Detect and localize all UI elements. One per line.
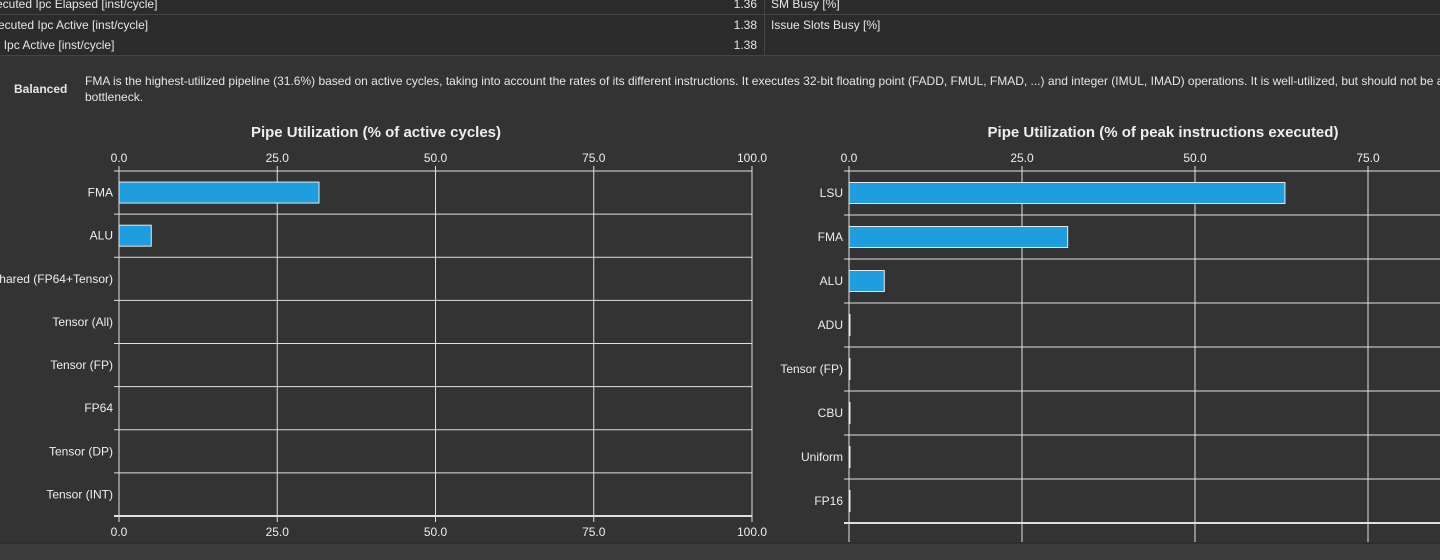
y-category-label: ALU	[820, 274, 843, 288]
x-tick-label: 0.0	[111, 151, 128, 165]
y-category-label: Uniform	[801, 450, 843, 464]
x-tick-label: 25.0	[266, 151, 290, 165]
bar-cbu	[848, 402, 851, 424]
x-tick-label: 0.0	[841, 151, 858, 165]
x-tick-label: 75.0	[1356, 151, 1380, 165]
bar-lsu	[848, 182, 1286, 204]
y-category-label: LSU	[820, 186, 843, 200]
table-row[interactable]: Executed Ipc Elapsed [inst/cycle] 1.36 S…	[0, 0, 1440, 15]
table-row[interactable]: Issued Ipc Active [inst/cycle] 1.38	[0, 35, 1440, 56]
bar-alu	[118, 224, 152, 247]
bar-uniform	[848, 446, 851, 468]
y-category-label: Tensor (All)	[52, 315, 113, 329]
x-tick-label: 50.0	[1183, 151, 1207, 165]
y-category-label: FMA	[88, 186, 113, 200]
x-tick-label-bottom: 100.0	[737, 525, 767, 539]
x-tick-label-bottom: 0.0	[111, 525, 128, 539]
bar-fp16	[848, 490, 851, 512]
x-tick-label: 100.0	[737, 151, 767, 165]
rule-message: Balanced FMA is the highest-utilized pip…	[0, 56, 1440, 116]
y-category-label: ALU	[90, 229, 113, 243]
x-tick-label-bottom: 75.0	[582, 525, 606, 539]
bar-tensor-fp-	[848, 358, 851, 380]
y-category-label: Tensor (INT)	[46, 487, 113, 501]
y-category-label: Shared (FP64+Tensor)	[0, 272, 113, 286]
y-category-label: Tensor (FP)	[50, 358, 113, 372]
bar-alu	[848, 270, 885, 292]
bar-adu	[848, 314, 851, 336]
bottom-bar	[0, 542, 1440, 560]
y-category-label: FMA	[818, 230, 843, 244]
y-category-label: Tensor (DP)	[49, 444, 113, 458]
x-tick-label-bottom: 50.0	[424, 525, 448, 539]
x-tick-label-bottom: 25.0	[266, 525, 290, 539]
y-category-label: FP64	[84, 401, 113, 415]
chart-title: Pipe Utilization (% of peak instructions…	[988, 124, 1339, 141]
y-category-label: CBU	[818, 406, 843, 420]
bar-fma	[848, 226, 1069, 248]
x-tick-label: 75.0	[582, 151, 606, 165]
message-text: FMA is the highest-utilized pipeline (31…	[85, 74, 1440, 104]
chart-title: Pipe Utilization (% of active cycles)	[251, 124, 501, 141]
x-tick-label: 50.0	[424, 151, 448, 165]
x-tick-label: 25.0	[1010, 151, 1034, 165]
y-category-label: FP16	[814, 494, 843, 508]
y-category-label: Tensor (FP)	[780, 362, 843, 376]
status-badge: Balanced	[14, 82, 68, 96]
y-category-label: ADU	[818, 318, 843, 332]
bar-fma	[118, 181, 320, 204]
